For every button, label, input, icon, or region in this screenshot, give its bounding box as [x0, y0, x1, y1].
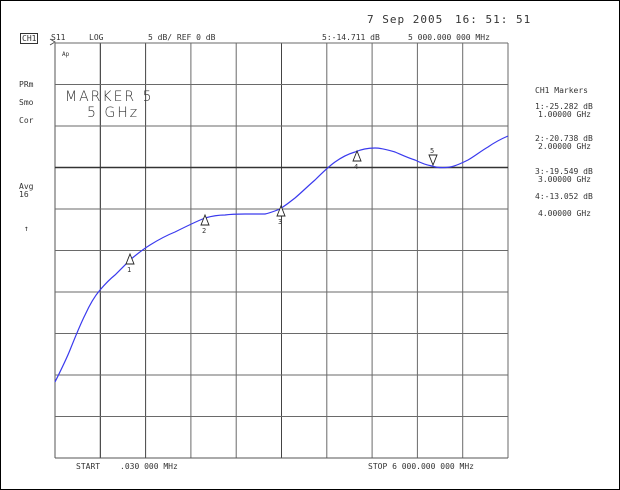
annotation-avg: Avg [19, 182, 34, 191]
time-label: 16: 51: 51 [455, 13, 532, 26]
annotation-avg-count: 16 [19, 190, 29, 199]
marker-4-value: 4:-13.052 dB [535, 192, 593, 201]
stop-frequency: STOP 6 000.000 000 MHz [368, 462, 474, 471]
start-frequency: .030 000 MHz [120, 462, 178, 471]
active-marker-frequency: 5 000.000 000 MHz [408, 33, 490, 42]
format-label: LOG [89, 33, 104, 42]
overlay-marker-title: MARKER 5 [65, 89, 154, 105]
marker-4 [352, 149, 362, 162]
marker-5-label: 5 [430, 147, 435, 155]
marker-2-label: 2 [202, 227, 207, 235]
marker-3-value: 3:-19.549 dB [535, 167, 593, 176]
reference-arrow-icon: ↑ [24, 224, 29, 233]
marker-4-frequency: 4.00000 GHz [538, 209, 591, 218]
markers-panel-title: CH1 Markers [535, 86, 588, 95]
scale-label: 5 dB/ REF 0 dB [148, 33, 216, 42]
marker-1-frequency: 1.00000 GHz [538, 110, 591, 119]
annotation-smo: Smo [19, 98, 34, 107]
marker-1-label: 1 [127, 266, 132, 274]
marker-2 [200, 213, 210, 226]
date-label: 7 Sep 2005 [367, 13, 444, 26]
marker-4-label: 4 [354, 163, 359, 171]
marker-3 [276, 204, 286, 217]
annotation-prm: PRm [19, 80, 34, 89]
reference-position-icon [49, 38, 56, 46]
trace-label: Ap [62, 51, 70, 58]
active-marker-readout: 5:-14.711 dB [322, 33, 380, 42]
overlay-marker-frequency: 5 GHz [87, 105, 140, 121]
grid [54, 42, 509, 459]
marker-1-value: 1:-25.282 dB [535, 102, 593, 111]
marker-3-frequency: 3.00000 GHz [538, 175, 591, 184]
start-label: START [76, 462, 101, 471]
marker-3-label: 3 [278, 218, 283, 226]
annotation-cor: Cor [19, 116, 34, 125]
marker-5-active [428, 154, 438, 167]
marker-2-frequency: 2.00000 GHz [538, 142, 591, 151]
marker-1 [125, 252, 135, 265]
marker-2-value: 2:-20.738 dB [535, 134, 593, 143]
channel-badge[interactable]: CH1 [20, 33, 39, 44]
parameter-label: S11 [51, 33, 66, 42]
